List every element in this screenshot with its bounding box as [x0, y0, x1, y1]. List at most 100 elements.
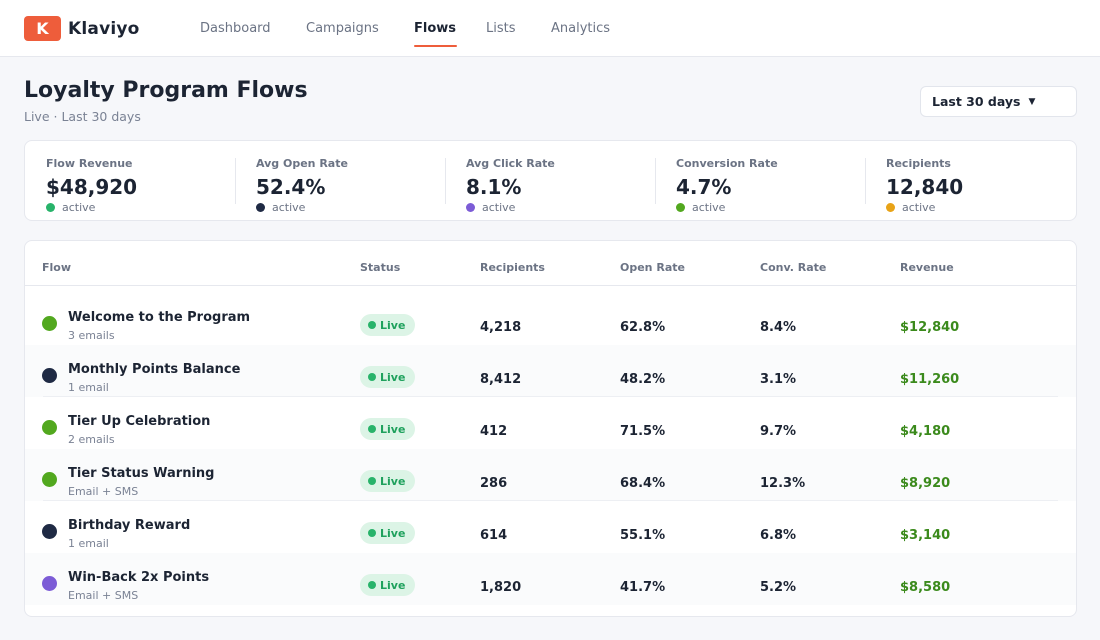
- caret-down-icon: ▼: [1028, 96, 1036, 107]
- status-badge-label: Live: [380, 526, 406, 540]
- open-rate-cell: 62.8%: [620, 320, 666, 335]
- flow-name[interactable]: Win-Back 2x Points: [68, 570, 210, 585]
- nav-tab-dashboard[interactable]: Dashboard: [200, 21, 271, 36]
- flow-subtitle: 2 emails: [68, 433, 115, 446]
- brand-logo[interactable]: K Klaviyo: [24, 16, 140, 41]
- kpi-label: Flow Revenue: [46, 157, 133, 170]
- live-dot-icon: [368, 425, 376, 433]
- kpi-status-label: active: [482, 201, 516, 214]
- kpi-status: active: [676, 201, 725, 214]
- flow-status-dot-icon: [42, 420, 57, 435]
- logo-mark: K: [24, 16, 61, 41]
- recipients-cell: 412: [480, 424, 508, 439]
- conv-rate-cell: 5.2%: [760, 580, 797, 595]
- revenue-cell: $12,840: [900, 320, 960, 335]
- status-badge-label: Live: [380, 422, 406, 436]
- status-badge-label: Live: [380, 318, 406, 332]
- date-range-select[interactable]: Last 30 days ▼: [920, 86, 1077, 117]
- conv-rate-cell: 8.4%: [760, 320, 797, 335]
- recipients-cell: 286: [480, 476, 508, 491]
- flow-name[interactable]: Birthday Reward: [68, 518, 191, 533]
- open-rate-cell: 55.1%: [620, 528, 666, 543]
- flow-subtitle: 1 email: [68, 537, 109, 550]
- kpi-status: active: [466, 201, 515, 214]
- table-header: Flow Status Recipients Open Rate Conv. R…: [25, 241, 1076, 286]
- page-subtitle: Live · Last 30 days: [24, 109, 141, 124]
- table-row[interactable]: Welcome to the Program 3 emails Live 4,2…: [25, 293, 1076, 345]
- conv-rate-cell: 3.1%: [760, 372, 797, 387]
- open-rate-cell: 71.5%: [620, 424, 666, 439]
- flow-status-dot-icon: [42, 524, 57, 539]
- page-title: Loyalty Program Flows: [24, 78, 308, 103]
- flow-status-dot-icon: [42, 472, 57, 487]
- table-row[interactable]: Tier Status Warning Email + SMS Live 286…: [25, 449, 1076, 501]
- kpi-status: active: [256, 201, 305, 214]
- status-dot-icon: [256, 203, 265, 212]
- status-badge: Live: [360, 366, 416, 388]
- table-row[interactable]: Birthday Reward 1 email Live 614 55.1% 6…: [25, 501, 1076, 553]
- top-navigation: K Klaviyo Dashboard Campaigns Flows List…: [0, 0, 1100, 57]
- recipients-cell: 4,218: [480, 320, 522, 335]
- status-badge-label: Live: [380, 578, 406, 592]
- recipients-cell: 614: [480, 528, 508, 543]
- live-dot-icon: [368, 321, 376, 329]
- status-dot-icon: [466, 203, 475, 212]
- column-header-recipients[interactable]: Recipients: [480, 261, 545, 274]
- nav-tab-flows[interactable]: Flows: [414, 21, 457, 36]
- column-header-status[interactable]: Status: [360, 261, 401, 274]
- kpi-value: 52.4%: [256, 175, 326, 199]
- kpi-status: active: [46, 201, 95, 214]
- flow-status-dot-icon: [42, 576, 57, 591]
- column-header-flow[interactable]: Flow: [42, 261, 72, 274]
- flow-name[interactable]: Monthly Points Balance: [68, 362, 241, 377]
- status-badge: Live: [360, 418, 416, 440]
- revenue-cell: $8,580: [900, 580, 951, 595]
- open-rate-cell: 48.2%: [620, 372, 666, 387]
- nav-tab-lists[interactable]: Lists: [486, 21, 516, 36]
- table-row[interactable]: Tier Up Celebration 2 emails Live 412 71…: [25, 397, 1076, 449]
- table-row[interactable]: Monthly Points Balance 1 email Live 8,41…: [25, 345, 1076, 397]
- brand-name: Klaviyo: [68, 18, 140, 39]
- status-dot-icon: [676, 203, 685, 212]
- status-badge: Live: [360, 574, 416, 596]
- kpi-value: 12,840: [886, 175, 964, 199]
- flow-subtitle: Email + SMS: [68, 485, 139, 498]
- status-badge: Live: [360, 314, 416, 336]
- kpi-value: 4.7%: [676, 175, 732, 199]
- revenue-cell: $4,180: [900, 424, 951, 439]
- kpi-label: Avg Open Rate: [256, 157, 348, 170]
- flows-table: Flow Status Recipients Open Rate Conv. R…: [24, 240, 1077, 617]
- recipients-cell: 1,820: [480, 580, 522, 595]
- flow-subtitle: 3 emails: [68, 329, 115, 342]
- nav-tab-analytics[interactable]: Analytics: [551, 21, 611, 36]
- kpi-label: Conversion Rate: [676, 157, 778, 170]
- row-divider: [43, 396, 1058, 397]
- revenue-cell: $8,920: [900, 476, 951, 491]
- flow-name[interactable]: Tier Up Celebration: [68, 414, 211, 429]
- revenue-cell: $3,140: [900, 528, 951, 543]
- flow-name[interactable]: Welcome to the Program: [68, 310, 251, 325]
- kpi-status: active: [886, 201, 935, 214]
- live-dot-icon: [368, 581, 376, 589]
- column-header-open-rate[interactable]: Open Rate: [620, 261, 685, 274]
- kpi-status-label: active: [692, 201, 726, 214]
- kpi-label: Recipients: [886, 157, 951, 170]
- status-badge: Live: [360, 522, 416, 544]
- conv-rate-cell: 9.7%: [760, 424, 797, 439]
- table-row[interactable]: Win-Back 2x Points Email + SMS Live 1,82…: [25, 553, 1076, 605]
- column-header-revenue[interactable]: Revenue: [900, 261, 954, 274]
- row-divider: [43, 500, 1058, 501]
- kpi-status-label: active: [902, 201, 936, 214]
- column-header-conv-rate[interactable]: Conv. Rate: [760, 261, 827, 274]
- flow-name[interactable]: Tier Status Warning: [68, 466, 215, 481]
- nav-tab-campaigns[interactable]: Campaigns: [306, 21, 379, 36]
- kpi-divider: [445, 158, 446, 204]
- recipients-cell: 8,412: [480, 372, 522, 387]
- status-dot-icon: [886, 203, 895, 212]
- kpi-summary-card: Flow Revenue $48,920 active Avg Open Rat…: [24, 140, 1077, 221]
- open-rate-cell: 41.7%: [620, 580, 666, 595]
- date-range-value: Last 30 days: [932, 94, 1021, 109]
- kpi-divider: [655, 158, 656, 204]
- status-badge-label: Live: [380, 474, 406, 488]
- live-dot-icon: [368, 477, 376, 485]
